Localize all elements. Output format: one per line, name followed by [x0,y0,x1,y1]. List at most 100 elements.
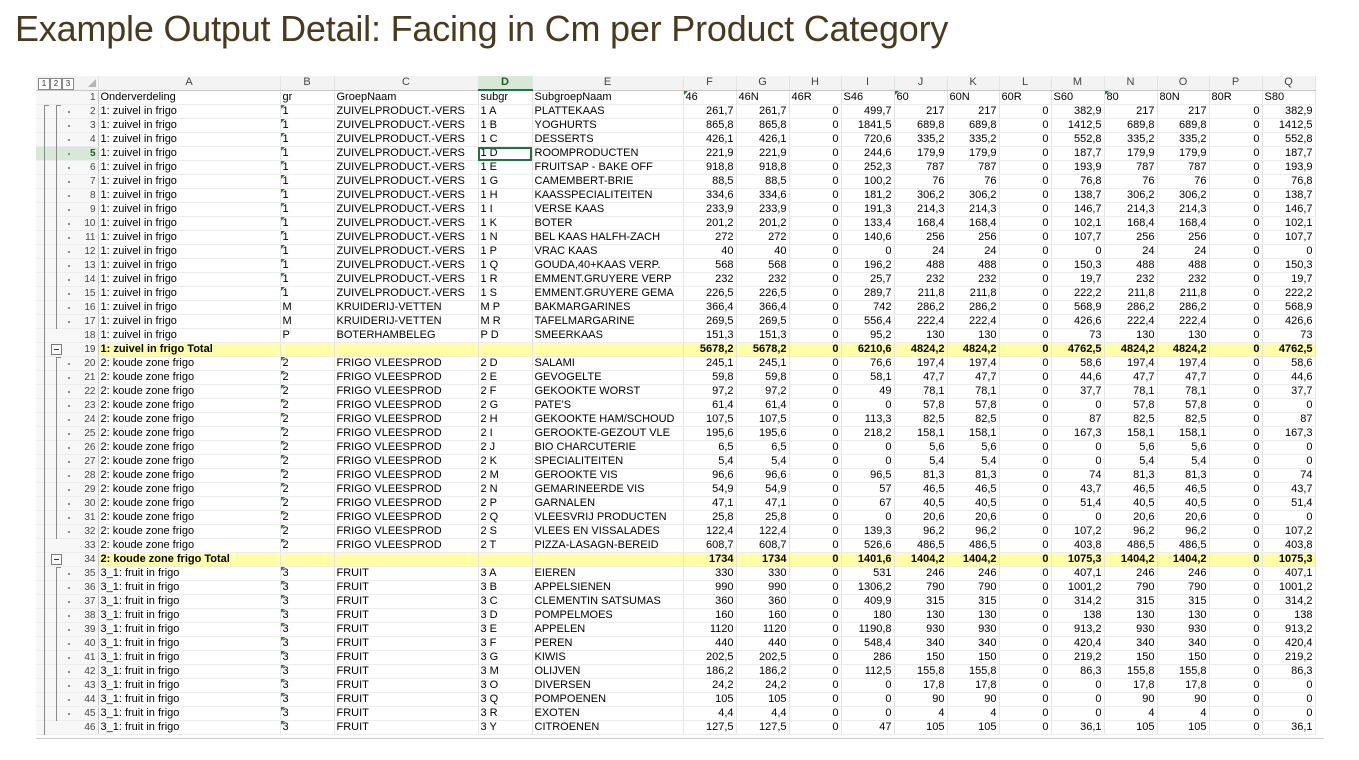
cell-h[interactable]: 0 [789,678,842,693]
cell-f[interactable]: 426,1 [683,132,737,147]
cell-g[interactable]: 47,1 [736,496,790,511]
cell-g[interactable]: 105 [736,692,790,707]
cell-f[interactable]: 195,6 [683,426,737,441]
cell-b[interactable]: M [280,314,335,329]
cell-m[interactable]: 138 [1051,608,1105,623]
cell-a[interactable]: 3_1: fruit in frigo [98,566,281,581]
cell-e[interactable]: BAKMARGARINES [532,300,684,315]
cell-n[interactable]: 57,8 [1104,398,1158,413]
cell-p[interactable]: 0 [1209,328,1263,343]
cell-n[interactable]: 246 [1104,566,1158,581]
cell-i[interactable]: 76,6 [841,356,895,371]
column-header-m[interactable]: M [1051,76,1105,91]
cell-f[interactable]: 24,2 [683,678,737,693]
cell-g[interactable]: 261,7 [736,104,790,119]
cell-b[interactable]: 3 [280,706,335,721]
cell-a[interactable]: 2: koude zone frigo [98,538,281,553]
cell-p[interactable]: 0 [1209,272,1263,287]
cell-p[interactable]: 0 [1209,580,1263,595]
cell-c[interactable]: FRIGO VLEESPROD [334,384,479,399]
cell-c[interactable]: FRUIT [334,608,479,623]
cell-c[interactable]: FRIGO VLEESPROD [334,370,479,385]
cell-p[interactable]: 80R [1209,90,1263,105]
cell-f[interactable]: 221,9 [683,146,737,161]
column-header-k[interactable]: K [947,76,1000,91]
cell-d[interactable]: 1 A [478,104,533,119]
cell-i[interactable]: 252,3 [841,160,895,175]
cell-e[interactable]: VERSE KAAS [532,202,684,217]
cell-n[interactable]: 5,6 [1104,440,1158,455]
cell-l[interactable]: 0 [999,328,1052,343]
cell-q[interactable]: 146,7 [1262,202,1316,217]
cell-l[interactable]: 0 [999,202,1052,217]
row-number[interactable]: 43 [36,678,99,693]
cell-p[interactable]: 0 [1209,174,1263,189]
cell-c[interactable]: KRUIDERIJ-VETTEN [334,300,479,315]
cell-j[interactable]: 4824,2 [894,342,948,357]
cell-a[interactable]: 2: koude zone frigo Total [98,552,281,567]
cell-p[interactable]: 0 [1209,314,1263,329]
column-header-h[interactable]: H [789,76,842,91]
cell-c[interactable]: ZUIVELPRODUCT.-VERS [334,174,479,189]
cell-g[interactable]: 46N [736,90,790,105]
cell-o[interactable]: 179,9 [1157,146,1210,161]
cell-k[interactable]: 90 [947,692,1000,707]
cell-h[interactable]: 0 [789,230,842,245]
cell-m[interactable]: 4762,5 [1051,342,1105,357]
cell-a[interactable]: 1: zuivel in frigo [98,230,281,245]
cell-i[interactable]: 409,9 [841,594,895,609]
cell-m[interactable]: 146,7 [1051,202,1105,217]
cell-b[interactable]: 3 [280,720,335,735]
cell-o[interactable]: 80N [1157,90,1210,105]
cell-q[interactable]: 76,8 [1262,174,1316,189]
cell-m[interactable]: 167,3 [1051,426,1105,441]
cell-g[interactable]: 186,2 [736,664,790,679]
cell-i[interactable]: 0 [841,398,895,413]
cell-k[interactable]: 5,4 [947,454,1000,469]
cell-k[interactable]: 256 [947,230,1000,245]
cell-d[interactable]: 3 D [478,608,533,623]
cell-d[interactable] [478,552,533,567]
cell-j[interactable]: 222,4 [894,314,948,329]
cell-b[interactable]: 2 [280,412,335,427]
cell-j[interactable]: 214,3 [894,202,948,217]
cell-k[interactable]: 286,2 [947,300,1000,315]
cell-f[interactable]: 122,4 [683,524,737,539]
cell-m[interactable]: 19,7 [1051,272,1105,287]
cell-a[interactable]: 1: zuivel in frigo [98,174,281,189]
cell-m[interactable]: 222,2 [1051,286,1105,301]
cell-m[interactable]: 73 [1051,328,1105,343]
cell-k[interactable]: 214,3 [947,202,1000,217]
cell-f[interactable]: 54,9 [683,482,737,497]
row-number[interactable]: 39 [36,622,99,637]
cell-b[interactable]: 1 [280,104,335,119]
cell-k[interactable]: 81,3 [947,468,1000,483]
cell-l[interactable]: 0 [999,622,1052,637]
cell-b[interactable]: 3 [280,594,335,609]
cell-f[interactable]: 360 [683,594,737,609]
cell-f[interactable]: 97,2 [683,384,737,399]
cell-l[interactable]: 0 [999,132,1052,147]
cell-c[interactable]: FRIGO VLEESPROD [334,524,479,539]
cell-f[interactable]: 226,5 [683,286,737,301]
row-number[interactable]: 21 [36,370,99,385]
cell-i[interactable]: 140,6 [841,230,895,245]
cell-q[interactable]: 107,2 [1262,524,1316,539]
row-number[interactable]: 6 [36,160,99,175]
cell-p[interactable]: 0 [1209,370,1263,385]
cell-j[interactable]: 211,8 [894,286,948,301]
cell-l[interactable]: 0 [999,286,1052,301]
cell-p[interactable]: 0 [1209,692,1263,707]
cell-h[interactable]: 0 [789,370,842,385]
cell-d[interactable]: 2 H [478,412,533,427]
cell-h[interactable]: 0 [789,440,842,455]
cell-b[interactable]: 3 [280,678,335,693]
cell-h[interactable]: 0 [789,538,842,553]
cell-o[interactable]: 57,8 [1157,398,1210,413]
cell-i[interactable]: 58,1 [841,370,895,385]
cell-d[interactable]: 1 S [478,286,533,301]
cell-p[interactable]: 0 [1209,720,1263,735]
cell-p[interactable]: 0 [1209,146,1263,161]
cell-q[interactable]: 1075,3 [1262,552,1316,567]
cell-b[interactable]: 1 [280,146,335,161]
